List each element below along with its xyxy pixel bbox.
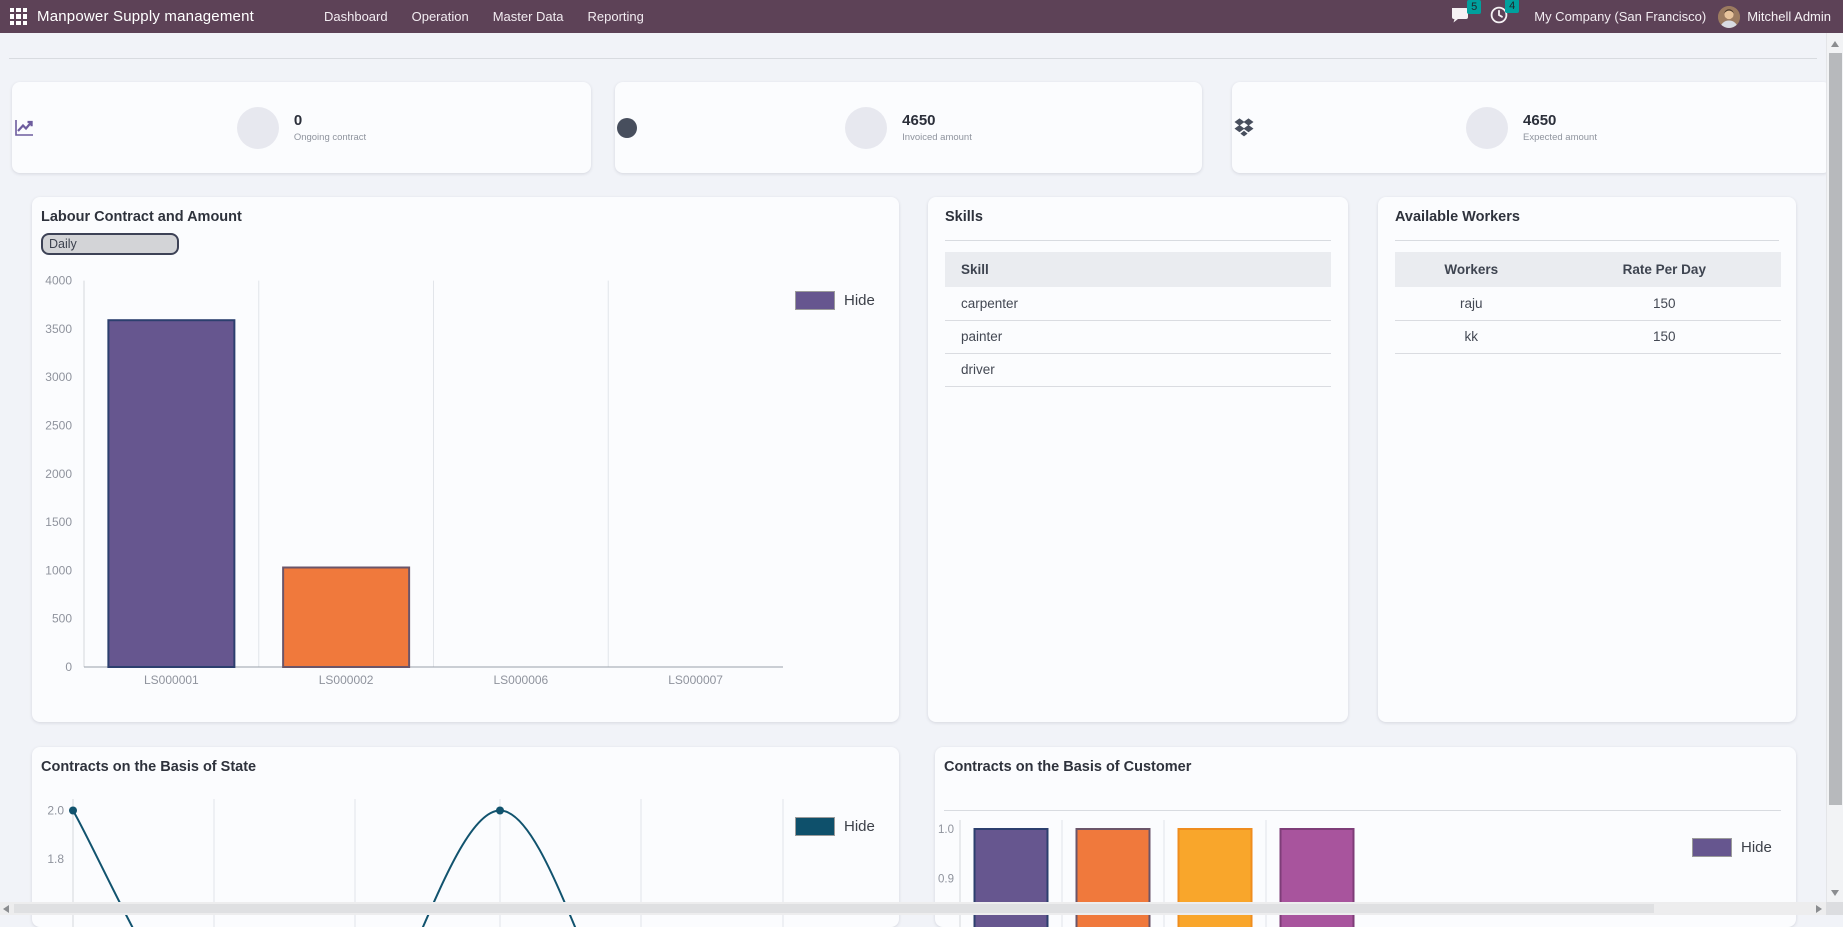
svg-text:2000: 2000: [45, 467, 72, 481]
customer-card-title: Contracts on the Basis of Customer: [944, 759, 1192, 775]
labour-contract-card: Labour Contract and Amount Daily 0 500 100…: [32, 197, 899, 722]
svg-text:4000: 4000: [45, 274, 72, 288]
vertical-scrollbar[interactable]: [1826, 33, 1843, 902]
nav-menu-reporting[interactable]: Reporting: [587, 9, 644, 24]
user-avatar[interactable]: [1718, 5, 1741, 28]
top-navbar: Manpower Supply management Dashboard Oper…: [0, 0, 1843, 33]
scroll-up-arrow-icon[interactable]: [1831, 41, 1839, 47]
horizontal-scrollbar[interactable]: [0, 902, 1826, 915]
customer-legend-label: Hide: [1741, 839, 1772, 856]
nav-menu-dashboard[interactable]: Dashboard: [324, 9, 388, 24]
clock-icon: [1490, 6, 1508, 27]
kpi-card-ongoing-contract[interactable]: 0 Ongoing contract: [12, 82, 591, 173]
contracts-customer-card: Contracts on the Basis of Customer 1.0 0.…: [935, 747, 1796, 927]
labour-legend-label: Hide: [844, 292, 875, 309]
page-divider: [9, 58, 1817, 59]
svg-text:3500: 3500: [45, 322, 72, 336]
cell: raju: [1395, 287, 1548, 321]
app-title: Manpower Supply management: [37, 8, 254, 25]
skills-card: Skills Skill carpenter painter driver: [928, 197, 1348, 722]
skill-row: painter: [945, 320, 1331, 354]
customer-legend-swatch: [1692, 838, 1732, 857]
nav-menu-operation[interactable]: Operation: [411, 9, 469, 24]
cell: 150: [1547, 287, 1781, 321]
svg-text:0.9: 0.9: [938, 873, 954, 885]
cell: driver: [945, 353, 1331, 387]
labour-legend-hide[interactable]: Hide: [795, 291, 875, 310]
navbar-right: 5 4 My Company (San Francisco) Mitchell …: [1450, 0, 1831, 28]
nav-menu-master-data[interactable]: Master Data: [492, 9, 564, 24]
kpi-label: Expected amount: [1523, 132, 1597, 143]
customer-legend-hide[interactable]: Hide: [1692, 838, 1772, 857]
kpi-value: 0: [293, 112, 303, 129]
trending-up-icon: [15, 106, 279, 149]
period-select[interactable]: Daily: [41, 233, 179, 255]
svg-text:LS000001: LS000001: [144, 673, 199, 687]
scroll-down-arrow-icon[interactable]: [1831, 890, 1839, 896]
cell: painter: [945, 320, 1331, 354]
svg-text:LS000007: LS000007: [668, 673, 723, 687]
main-menu: Dashboard Operation Master Data Reporting: [324, 9, 644, 24]
scrollbar-corner: [1826, 902, 1843, 915]
svg-text:2500: 2500: [45, 419, 72, 433]
kpi-label: Ongoing contract: [293, 132, 367, 143]
state-card-title: Contracts on the Basis of State: [41, 759, 257, 775]
cell: 150: [1547, 320, 1781, 354]
activities-button[interactable]: 4: [1490, 0, 1520, 27]
cell: carpenter: [945, 287, 1331, 321]
dropbox-icon: [1234, 106, 1509, 149]
svg-text:1.8: 1.8: [47, 852, 64, 866]
vertical-scrollbar-thumb[interactable]: [1829, 53, 1842, 805]
filled-circle-icon: [617, 106, 888, 149]
state-legend-hide[interactable]: Hide: [795, 817, 875, 836]
skills-card-title: Skills: [945, 209, 983, 225]
svg-text:LS000002: LS000002: [319, 673, 374, 687]
svg-text:1000: 1000: [45, 563, 72, 577]
svg-text:3000: 3000: [45, 370, 72, 384]
kpi-value: 4650: [902, 112, 936, 129]
skills-table: Skill carpenter painter driver: [945, 252, 1331, 387]
apps-grid-icon[interactable]: [10, 8, 27, 25]
worker-row: kk 150: [1395, 320, 1781, 354]
kpi-value: 4650: [1523, 112, 1557, 129]
available-workers-card: Available Workers Workers Rate Per Day raj…: [1378, 197, 1796, 722]
labour-card-title: Labour Contract and Amount: [41, 209, 242, 225]
workers-table: Workers Rate Per Day raju 150 kk 150: [1395, 252, 1781, 354]
customer-divider: [944, 810, 1781, 811]
svg-text:2.0: 2.0: [47, 804, 64, 818]
workers-card-title: Available Workers: [1395, 209, 1520, 225]
company-switcher[interactable]: My Company (San Francisco): [1534, 9, 1707, 24]
cell: kk: [1395, 320, 1548, 354]
labour-legend-swatch: [795, 291, 835, 310]
svg-text:LS000006: LS000006: [494, 673, 549, 687]
skills-divider: [945, 240, 1331, 241]
messages-badge: 5: [1467, 0, 1482, 14]
kpi-card-invoiced-amount[interactable]: 4650 Invoiced amount: [615, 82, 1202, 173]
user-menu[interactable]: Mitchell Admin: [1747, 9, 1831, 24]
activities-badge: 4: [1505, 0, 1520, 13]
svg-text:1.0: 1.0: [938, 824, 954, 836]
contracts-state-card: Contracts on the Basis of State 2.0 1.8 H…: [32, 747, 899, 927]
kpi-card-expected-amount[interactable]: 4650 Expected amount: [1232, 82, 1831, 173]
skill-row: carpenter: [945, 287, 1331, 321]
horizontal-scrollbar-thumb[interactable]: [14, 904, 1654, 913]
scroll-left-arrow-icon[interactable]: [3, 905, 9, 913]
labour-bar-chart: 0 500 1000 1500 2000 2500 3000 3500 4000 LS000001…: [45, 274, 783, 687]
chat-bubble-icon: [1450, 7, 1470, 27]
state-legend-label: Hide: [844, 818, 875, 835]
svg-text:0: 0: [65, 660, 72, 674]
svg-text:1500: 1500: [45, 515, 72, 529]
scroll-right-arrow-icon[interactable]: [1816, 905, 1822, 913]
column-header-skill: Skill: [945, 252, 1331, 287]
worker-row: raju 150: [1395, 287, 1781, 321]
skill-row: driver: [945, 353, 1331, 387]
svg-text:500: 500: [52, 612, 72, 626]
messages-button[interactable]: 5: [1450, 0, 1482, 27]
workers-divider: [1395, 240, 1779, 241]
column-header-rate-per-day: Rate Per Day: [1547, 252, 1781, 287]
state-legend-swatch: [795, 817, 835, 836]
column-header-workers: Workers: [1395, 252, 1548, 287]
kpi-label: Invoiced amount: [902, 132, 972, 143]
